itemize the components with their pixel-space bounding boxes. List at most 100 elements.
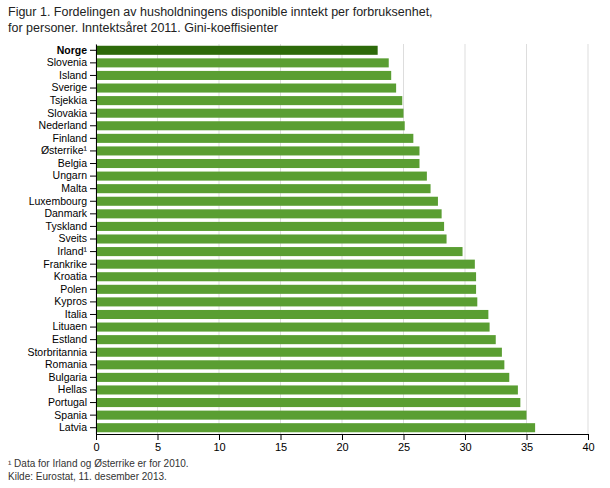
bar (96, 134, 413, 143)
bar (96, 197, 438, 206)
tick-label: 20 (336, 441, 348, 453)
tick-label: Irland¹ (57, 245, 87, 257)
tick: 25 (398, 434, 410, 453)
footnote: ¹ Data for Irland og Østerrike er for 20… (8, 458, 189, 469)
tick-mark (96, 434, 97, 440)
tick-label: Danmark (44, 207, 87, 219)
tick: Kroatia (54, 270, 96, 282)
title: Figur 1. Fordelingen av husholdningens d… (8, 5, 433, 19)
tick-label: Latvia (59, 421, 87, 433)
tick-mark (90, 176, 96, 177)
tick: Storbritannia (27, 346, 96, 358)
tick: Portugal (48, 396, 96, 408)
tick: Nederland (39, 119, 96, 131)
bars (96, 46, 535, 432)
tick-mark (90, 138, 96, 139)
tick-mark (90, 276, 96, 277)
tick: Tsjekkia (50, 94, 96, 106)
tick-mark (90, 415, 96, 416)
tick-label: Ungarn (53, 169, 88, 181)
tick-label: Bulgaria (48, 371, 87, 383)
tick-label: Romania (45, 358, 87, 370)
tick: Norge (57, 44, 96, 56)
tick: Slovenia (47, 56, 96, 68)
tick-mark (90, 402, 96, 403)
tick-mark (90, 339, 96, 340)
tick: Finland (53, 132, 96, 144)
tick-label: Østerrike¹ (41, 144, 88, 156)
tick-label: 40 (582, 441, 594, 453)
tick-label: Slovakia (47, 107, 87, 119)
bar (96, 234, 447, 243)
tick-mark (90, 251, 96, 252)
tick-label: Finland (53, 132, 88, 144)
tick-mark (588, 434, 589, 440)
tick: Belgia (58, 157, 96, 169)
grid (96, 44, 588, 434)
bar (96, 209, 442, 218)
tick-mark (281, 434, 282, 440)
tick-mark (219, 434, 220, 440)
tick-mark (90, 314, 96, 315)
tick-mark (90, 50, 96, 51)
tick: Tyskland (46, 220, 96, 232)
tick-label: 10 (213, 441, 225, 453)
tick-label: 5 (155, 441, 161, 453)
tick-label: Storbritannia (27, 346, 87, 358)
tick-label: Island (59, 69, 87, 81)
bar (96, 247, 463, 256)
tick: Latvia (59, 421, 96, 433)
tick-mark (158, 434, 159, 440)
tick-mark (90, 352, 96, 353)
footnote: Kilde: Eurostat, 11. desember 2013. (8, 471, 167, 482)
tick: Spania (54, 408, 96, 420)
tick-mark (90, 213, 96, 214)
bar (96, 121, 405, 130)
tick-mark (90, 125, 96, 126)
chart: Figur 1. Fordelingen av husholdningens d… (0, 0, 610, 488)
tick: Østerrike¹ (41, 144, 96, 156)
tick: 30 (459, 434, 471, 453)
subtitle: for personer. Inntektsåret 2011. Gini-ko… (8, 21, 278, 35)
bar (96, 348, 502, 357)
tick-mark (527, 434, 528, 440)
grid-line (588, 44, 589, 434)
tick-label: 35 (521, 441, 533, 453)
tick-mark (90, 62, 96, 63)
tick: Polen (60, 283, 96, 295)
tick-mark (90, 239, 96, 240)
tick-label: 15 (275, 441, 287, 453)
tick: Luxembourg (29, 195, 96, 207)
bar (96, 172, 427, 181)
tick: 5 (155, 434, 161, 453)
tick-label: Kroatia (54, 270, 87, 282)
tick-label: Estland (52, 333, 87, 345)
tick-label: Sverige (51, 81, 87, 93)
tick-label: Nederland (39, 119, 88, 131)
tick: 0 (93, 434, 99, 453)
tick-label: Polen (60, 283, 87, 295)
tick: Danmark (44, 207, 96, 219)
tick: Ungarn (53, 169, 96, 181)
tick-label: 25 (398, 441, 410, 453)
tick: 15 (275, 434, 287, 453)
bar (96, 96, 402, 105)
tick: 10 (213, 434, 225, 453)
bar (96, 58, 389, 67)
tick-label: 30 (459, 441, 471, 453)
tick: Hellas (58, 383, 96, 395)
bar (96, 360, 504, 369)
tick-mark (90, 113, 96, 114)
tick: Island (59, 69, 96, 81)
tick: Estland (52, 333, 96, 345)
tick: Sveits (58, 232, 96, 244)
tick-mark (90, 327, 96, 328)
tick-label: Tyskland (46, 220, 88, 232)
bar (96, 398, 520, 407)
tick: 35 (521, 434, 533, 453)
tick-mark (342, 434, 343, 440)
tick-label: Kypros (54, 295, 87, 307)
bar (96, 184, 431, 193)
tick-label: Malta (61, 182, 87, 194)
tick: Bulgaria (48, 371, 96, 383)
